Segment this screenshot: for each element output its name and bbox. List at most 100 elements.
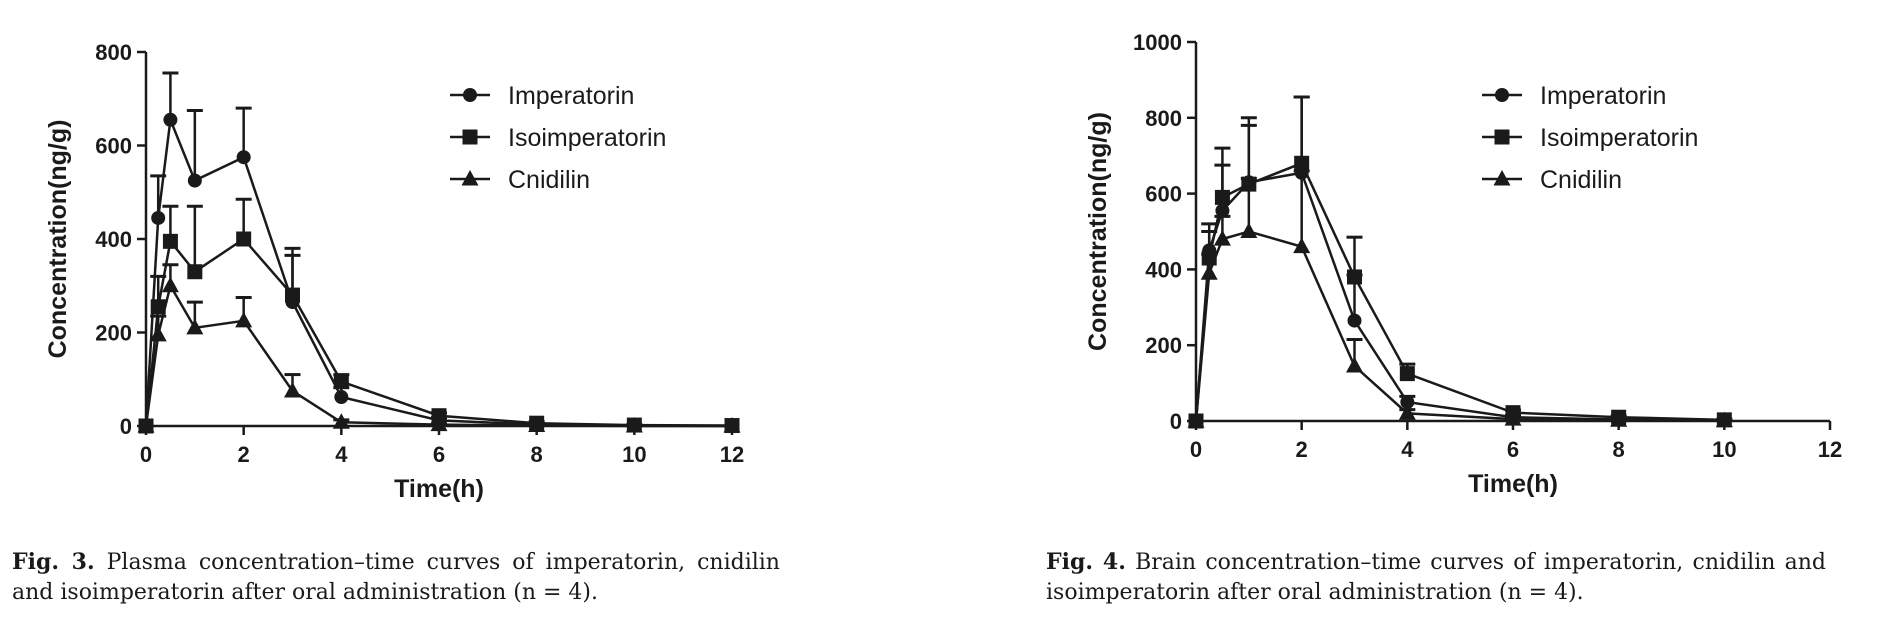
- series-line: [144, 237, 733, 427]
- data-point: [236, 231, 252, 247]
- data-point: [528, 416, 546, 433]
- data-point: [1293, 237, 1311, 254]
- y-tick-label: 400: [1145, 257, 1182, 282]
- data-point: [1294, 155, 1310, 171]
- data-point: [285, 287, 300, 303]
- series-line: [1194, 230, 1725, 422]
- x-tick-label: 8: [1613, 437, 1625, 462]
- data-point: [1187, 412, 1205, 428]
- data-point: [236, 150, 251, 165]
- figure-3-label: Fig. 3.: [12, 549, 95, 575]
- data-point: [1347, 313, 1362, 328]
- legend-marker-circle: [1495, 88, 1509, 102]
- data-point: [1200, 264, 1218, 280]
- x-axis-title: Time(h): [394, 475, 484, 503]
- x-tick-label: 10: [1712, 437, 1736, 462]
- series-line: [1194, 171, 1725, 422]
- data-point: [332, 413, 350, 429]
- x-tick-label: 6: [433, 442, 445, 467]
- legend-marker-triangle: [461, 170, 479, 186]
- series-line: [1194, 161, 1725, 422]
- data-point: [1399, 366, 1415, 382]
- x-tick-label: 2: [1296, 437, 1308, 462]
- y-tick-label: 800: [95, 40, 132, 65]
- y-tick-label: 200: [95, 321, 132, 346]
- legend: Imperatorin Isoimperatorin Cnidilin: [1482, 82, 1698, 194]
- data-point: [1398, 404, 1416, 420]
- data-point: [161, 276, 179, 293]
- x-tick-label: 2: [238, 442, 250, 467]
- figure-3: 0 2 4 6 8 10 12 0 200 400 600 800 Time(h) Concentrati…: [12, 40, 780, 608]
- data-point: [187, 264, 203, 280]
- data-point: [723, 417, 741, 433]
- legend-label: Cnidilin: [508, 166, 590, 194]
- x-tick-label: 12: [1818, 437, 1842, 462]
- legend-label: Imperatorin: [508, 82, 634, 110]
- series-cnidilin: [137, 263, 741, 433]
- legend: Imperatorin Isoimperatorin Cnidilin: [450, 82, 666, 194]
- data-point: [1240, 222, 1258, 238]
- y-tick-label: 200: [1145, 333, 1182, 358]
- figure-3-caption-text: Plasma concentration–time curves of impe…: [12, 550, 780, 605]
- legend-marker-circle: [463, 88, 477, 102]
- legend-label: Isoimperatorin: [1540, 124, 1698, 152]
- x-tick-label: 4: [335, 442, 348, 467]
- x-tick-label: 10: [622, 442, 646, 467]
- data-point: [1504, 410, 1522, 426]
- data-point: [1213, 230, 1231, 246]
- x-tick-label: 12: [720, 442, 744, 467]
- figure-4-caption-text: Brain concentration–time curves of imper…: [1046, 550, 1826, 605]
- legend-label: Isoimperatorin: [508, 124, 666, 152]
- legend-marker-square: [462, 129, 478, 145]
- figure-4: 0 2 4 6 8 10 12 0 200 400 600 800 1000 Time(h) Concent…: [946, 0, 1892, 626]
- data-point: [187, 173, 202, 188]
- x-axis-title: Time(h): [1468, 470, 1558, 498]
- data-point: [1610, 411, 1628, 427]
- series-line: [144, 282, 732, 428]
- x-tick-label: 0: [140, 442, 152, 467]
- series-cnidilin: [1187, 169, 1733, 428]
- brain-concentration-chart: 0 2 4 6 8 10 12 0 200 400 600 800 1000 Time(h) Concent…: [1084, 30, 1842, 498]
- series-line: [144, 114, 733, 428]
- y-tick-label: 0: [120, 414, 132, 439]
- data-point: [137, 417, 155, 433]
- data-point: [334, 390, 349, 405]
- data-point: [163, 112, 178, 127]
- data-point: [235, 311, 253, 328]
- figure-4-caption: Fig. 4. Brain concentration–time curves …: [1046, 547, 1826, 608]
- y-tick-label: 0: [1170, 409, 1182, 434]
- legend-label: Cnidilin: [1540, 166, 1622, 194]
- y-tick-label: 600: [95, 134, 132, 159]
- y-tick-label: 600: [1145, 182, 1182, 207]
- data-point: [1400, 395, 1415, 410]
- data-point: [151, 210, 166, 225]
- figure-3-caption: Fig. 3. Plasma concentration–time curves…: [12, 547, 780, 608]
- legend-label: Imperatorin: [1540, 82, 1666, 110]
- data-point: [150, 299, 166, 315]
- legend-marker-square: [1494, 129, 1510, 145]
- axes: 0 2 4 6 8 10 12 0 200 400 600 800: [95, 40, 744, 467]
- plasma-concentration-chart: 0 2 4 6 8 10 12 0 200 400 600 800 Time(h) Concentrati…: [44, 40, 744, 503]
- y-tick-label: 400: [95, 227, 132, 252]
- data-point: [1214, 189, 1230, 205]
- data-point: [162, 233, 178, 249]
- y-tick-label: 800: [1145, 106, 1182, 131]
- data-point: [333, 374, 349, 390]
- x-tick-label: 4: [1401, 437, 1414, 462]
- y-tick-label: 1000: [1133, 30, 1182, 55]
- legend-marker-triangle: [1493, 170, 1511, 186]
- y-axis-title: Concentration(ng/g): [44, 120, 72, 359]
- x-tick-label: 0: [1190, 437, 1202, 462]
- x-tick-label: 6: [1507, 437, 1519, 462]
- x-tick-label: 8: [531, 442, 543, 467]
- data-point: [284, 381, 301, 398]
- data-point: [1346, 357, 1363, 373]
- data-point: [625, 417, 643, 433]
- series-isoimperatorin: [138, 197, 740, 434]
- figure-4-label: Fig. 4.: [1046, 549, 1126, 575]
- data-point: [1347, 269, 1362, 285]
- data-point: [430, 415, 448, 432]
- data-point: [149, 325, 167, 342]
- data-point: [1715, 411, 1733, 428]
- data-point: [186, 318, 204, 335]
